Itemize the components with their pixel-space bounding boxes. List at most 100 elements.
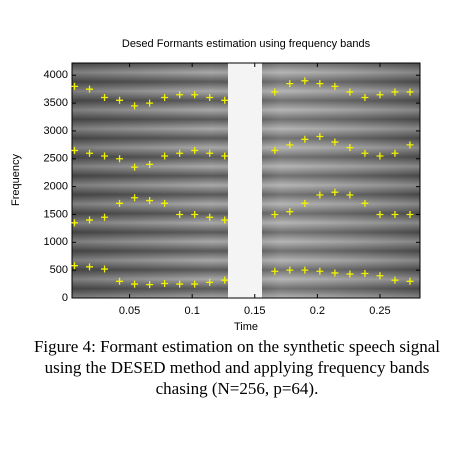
formant-marker bbox=[316, 191, 324, 199]
y-tick-label: 2000 bbox=[44, 181, 68, 193]
formant-marker bbox=[346, 191, 354, 199]
formant-marker bbox=[301, 135, 309, 143]
formant-marker bbox=[161, 94, 169, 102]
formant-marker bbox=[131, 102, 139, 110]
formant-marker bbox=[286, 266, 294, 274]
formant-marker bbox=[176, 91, 184, 99]
formant-marker bbox=[316, 267, 324, 275]
formant-marker bbox=[271, 267, 279, 275]
formant-marker bbox=[146, 99, 154, 107]
formant-marker bbox=[271, 88, 279, 96]
plot-frame bbox=[71, 62, 421, 299]
chart: Desed Formants estimation using frequenc… bbox=[10, 38, 421, 333]
formant-marker bbox=[286, 208, 294, 216]
formant-marker bbox=[191, 91, 199, 99]
caption-line: using the DESED method and applying freq… bbox=[44, 358, 430, 377]
formant-marker bbox=[176, 280, 184, 288]
formant-marker bbox=[286, 80, 294, 88]
y-tick-label: 500 bbox=[50, 264, 68, 276]
formant-marker bbox=[221, 152, 229, 160]
formant-marker bbox=[131, 280, 139, 288]
formant-marker bbox=[116, 277, 124, 285]
formant-marker bbox=[316, 133, 324, 141]
formant-marker bbox=[71, 146, 79, 154]
formant-marker bbox=[406, 141, 414, 149]
formant-marker bbox=[376, 91, 384, 99]
formant-marker bbox=[221, 96, 229, 104]
x-tick-label: 0.05 bbox=[119, 305, 140, 317]
y-axis-label: Frequency bbox=[10, 154, 22, 206]
formant-marker bbox=[86, 216, 94, 224]
formant-marker bbox=[301, 77, 309, 85]
formant-marker bbox=[161, 152, 169, 160]
formant-marker bbox=[361, 149, 369, 157]
y-tick-label: 3000 bbox=[44, 125, 68, 137]
formant-marker bbox=[391, 149, 399, 157]
formant-marker bbox=[301, 199, 309, 207]
formant-marker bbox=[406, 210, 414, 218]
formant-marker bbox=[71, 219, 79, 227]
formant-marker bbox=[206, 94, 214, 102]
formant-marker bbox=[391, 88, 399, 96]
formant-marker bbox=[191, 146, 199, 154]
formant-marker bbox=[346, 270, 354, 278]
formant-marker bbox=[331, 269, 339, 277]
x-axis-label: Time bbox=[234, 321, 258, 330]
formant-marker bbox=[406, 88, 414, 96]
formant-marker bbox=[391, 276, 399, 284]
formant-marker bbox=[206, 278, 214, 286]
formant-marker bbox=[116, 96, 124, 104]
y-tick-label: 0 bbox=[62, 292, 68, 304]
x-tick-label: 0.1 bbox=[185, 305, 200, 317]
y-tick-label: 4000 bbox=[44, 69, 68, 81]
formant-marker bbox=[116, 199, 124, 207]
formant-marker bbox=[331, 82, 339, 90]
caption-line: chasing (N=256, p=64). bbox=[155, 379, 319, 398]
formant-marker bbox=[361, 269, 369, 277]
formant-marker bbox=[71, 82, 79, 90]
figure-caption: Figure 4: Formant estimation on the synt… bbox=[0, 336, 474, 399]
formant-marker bbox=[101, 265, 109, 273]
formant-marker bbox=[191, 210, 199, 218]
formant-marker bbox=[146, 281, 154, 289]
formant-marker bbox=[131, 163, 139, 171]
formant-marker bbox=[86, 85, 94, 93]
formant-marker bbox=[271, 210, 279, 218]
x-tick-label: 0.15 bbox=[244, 305, 265, 317]
formant-marker bbox=[376, 210, 384, 218]
formant-marker bbox=[346, 144, 354, 152]
formant-marker bbox=[146, 197, 154, 205]
formant-marker bbox=[116, 155, 124, 163]
chart-title: Desed Formants estimation using frequenc… bbox=[122, 38, 371, 50]
formant-marker bbox=[161, 199, 169, 207]
y-tick-label: 1000 bbox=[44, 236, 68, 248]
formant-marker bbox=[271, 146, 279, 154]
formant-marker bbox=[206, 213, 214, 221]
formant-marker bbox=[221, 216, 229, 224]
formant-marker bbox=[131, 194, 139, 202]
formant-marker bbox=[376, 272, 384, 280]
formant-marker bbox=[316, 80, 324, 88]
formant-marker bbox=[176, 210, 184, 218]
y-tick-label: 2500 bbox=[44, 153, 68, 165]
caption-line: Figure 4: Formant estimation on the synt… bbox=[33, 337, 441, 356]
formant-marker bbox=[376, 152, 384, 160]
formant-marker bbox=[301, 266, 309, 274]
formant-marker bbox=[206, 149, 214, 157]
formant-marker bbox=[191, 280, 199, 288]
formant-marker bbox=[331, 138, 339, 146]
formant-marker bbox=[71, 262, 79, 270]
x-tick-label: 0.25 bbox=[369, 305, 390, 317]
formant-marker bbox=[346, 88, 354, 96]
formant-marker bbox=[101, 213, 109, 221]
formant-marker bbox=[101, 94, 109, 102]
formant-marker bbox=[391, 210, 399, 218]
formant-marker bbox=[406, 277, 414, 285]
formant-marker bbox=[86, 263, 94, 271]
x-tick-label: 0.2 bbox=[310, 305, 325, 317]
formant-marker bbox=[361, 199, 369, 207]
y-tick-label: 1500 bbox=[44, 208, 68, 220]
formant-marker bbox=[101, 152, 109, 160]
formant-marker bbox=[146, 160, 154, 168]
formant-marker bbox=[361, 94, 369, 102]
